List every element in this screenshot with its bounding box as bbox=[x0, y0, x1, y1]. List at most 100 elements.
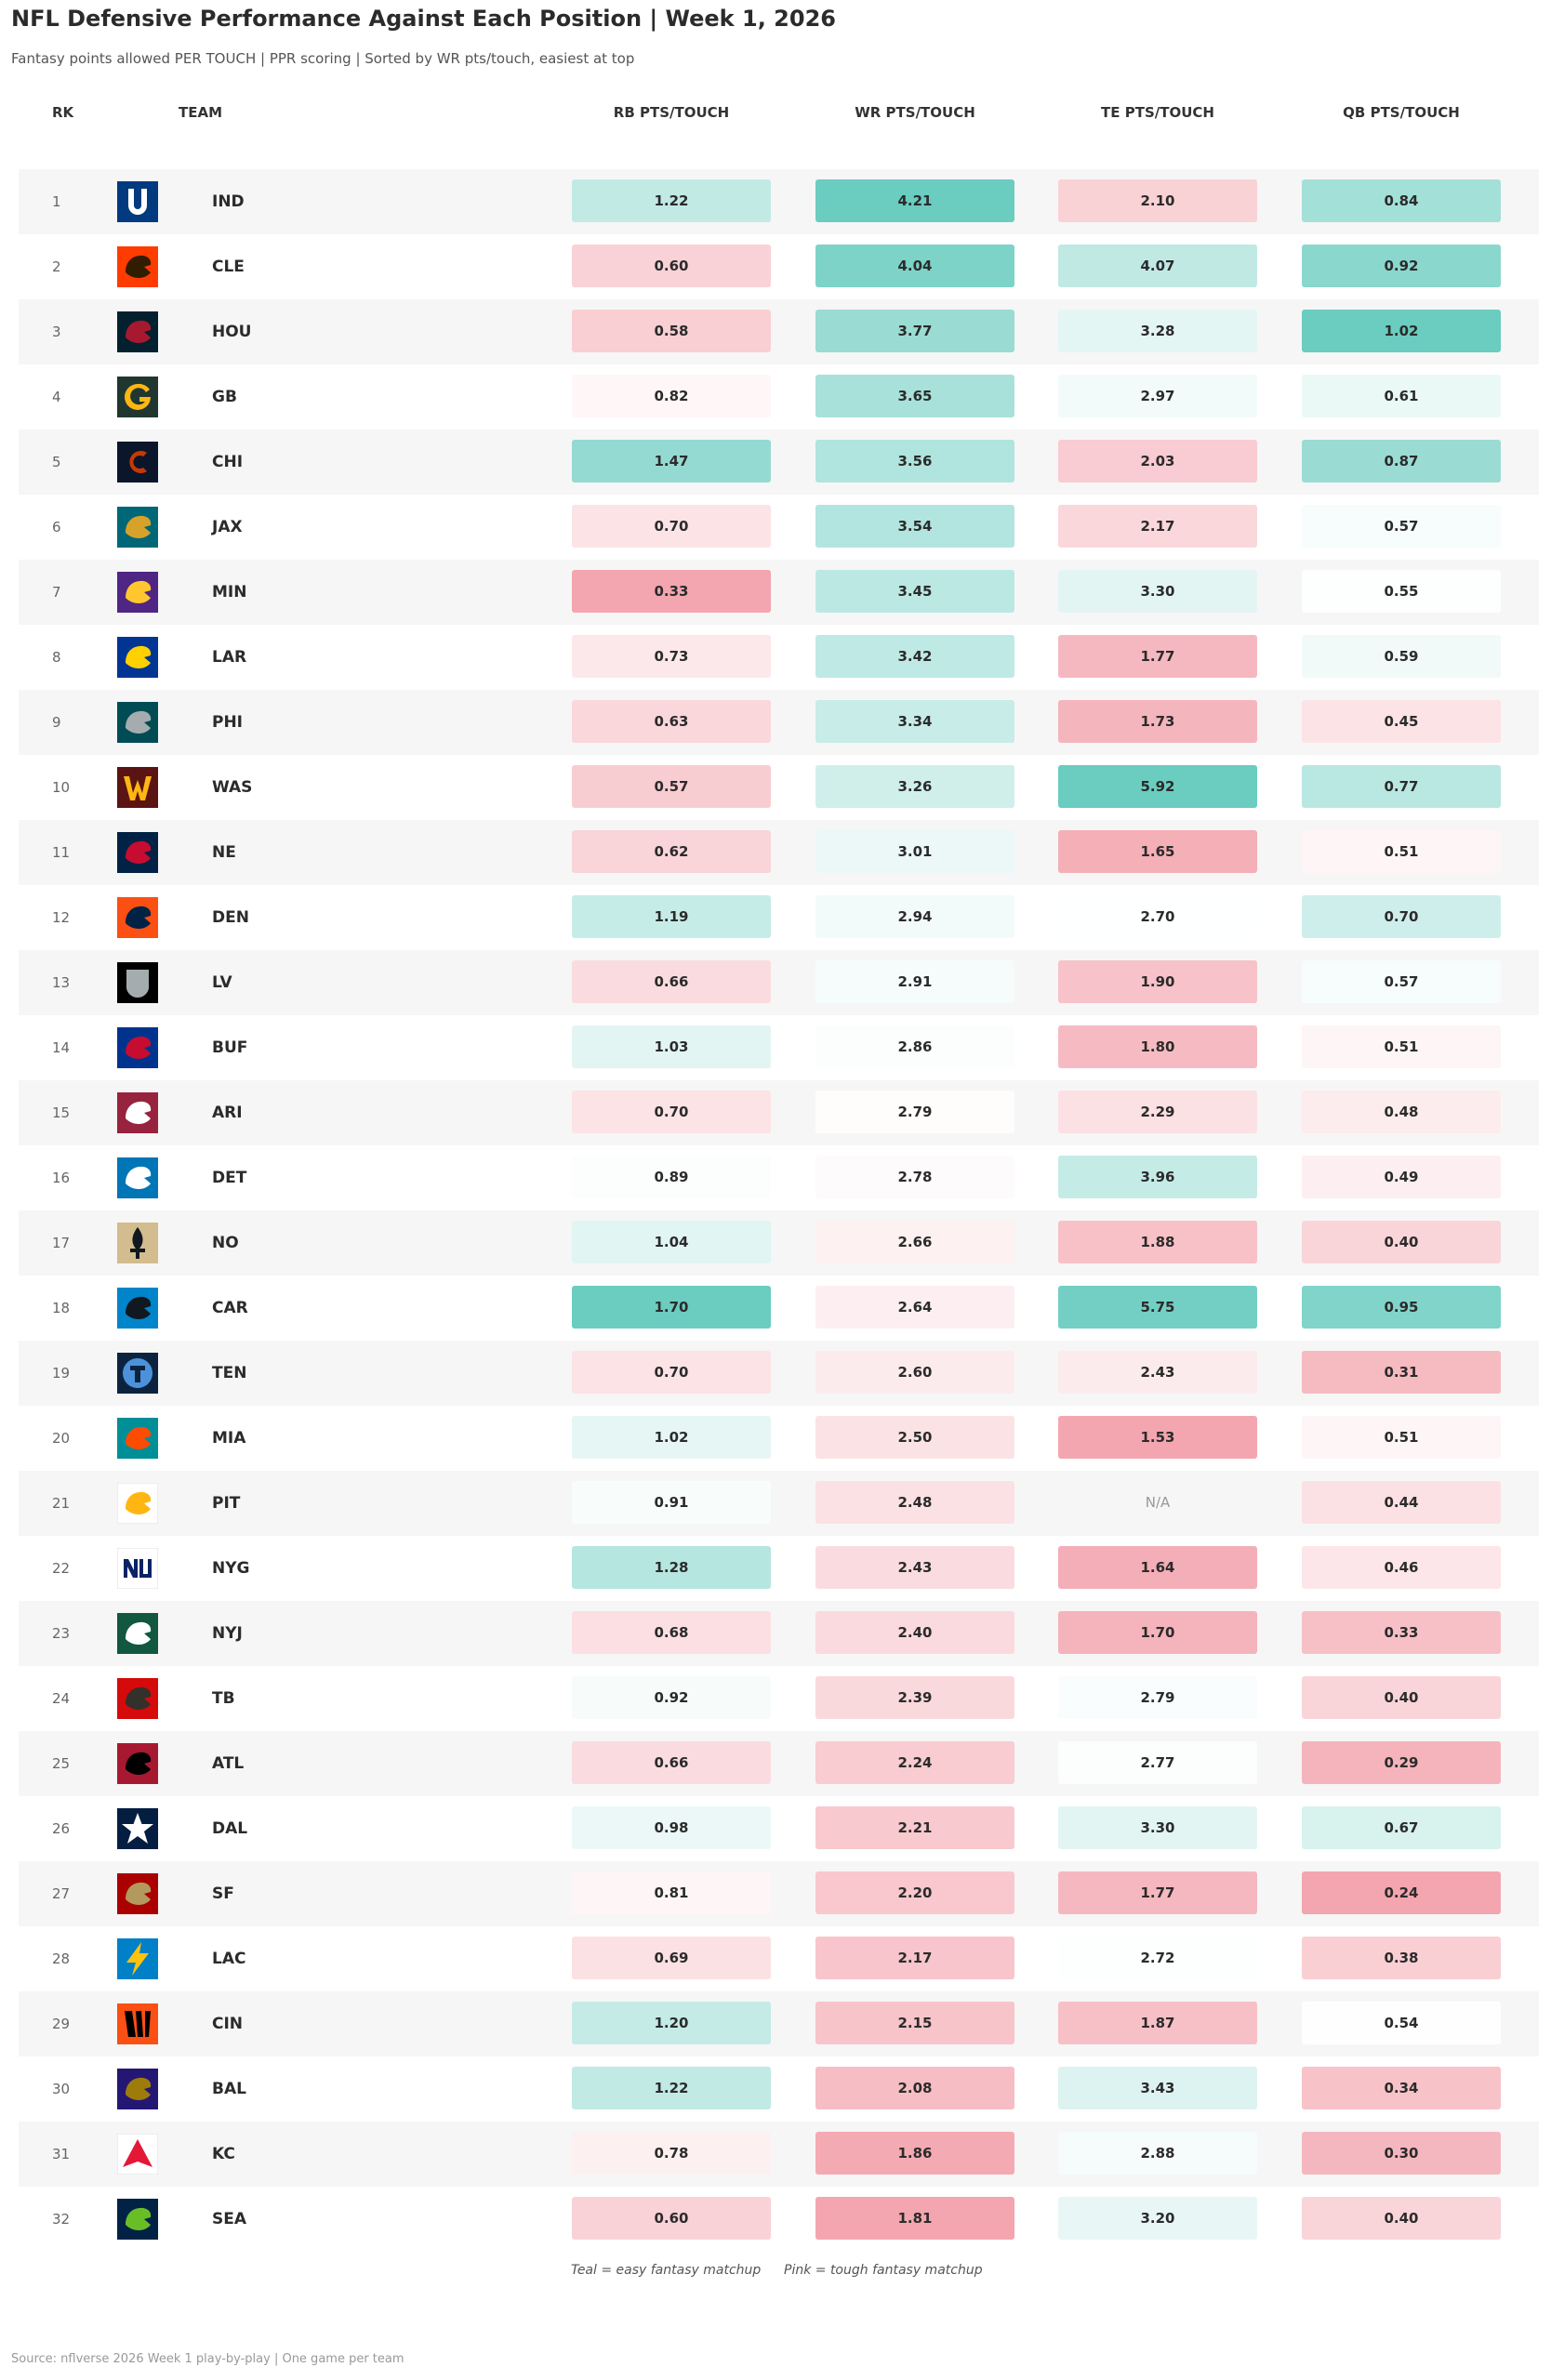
team-label: SEA bbox=[212, 2210, 247, 2228]
wr-value-cell: 3.77 bbox=[815, 310, 1014, 352]
team-logo-icon bbox=[117, 1873, 158, 1914]
team-label: NYJ bbox=[212, 1624, 243, 1643]
wr-value-cell: 3.01 bbox=[815, 830, 1014, 873]
wr-value-cell: 2.86 bbox=[815, 1025, 1014, 1068]
qb-value-cell: 0.70 bbox=[1302, 895, 1501, 938]
team-logo-icon bbox=[117, 1092, 158, 1133]
table-row: 19 TEN 0.70 2.60 2.43 0.31 bbox=[19, 1341, 1539, 1406]
team-logo-icon bbox=[117, 1418, 158, 1459]
rank-label: 14 bbox=[52, 1039, 71, 1056]
wr-value-cell: 2.50 bbox=[815, 1416, 1014, 1459]
table-row: 3 HOU 0.58 3.77 3.28 1.02 bbox=[19, 299, 1539, 364]
qb-value-cell: 0.87 bbox=[1302, 440, 1501, 483]
te-value-cell: 3.28 bbox=[1058, 310, 1257, 352]
rb-value-cell: 0.91 bbox=[572, 1481, 771, 1524]
te-value-cell: 1.64 bbox=[1058, 1546, 1257, 1589]
wr-value-cell: 2.17 bbox=[815, 1937, 1014, 1979]
table-row: 18 CAR 1.70 2.64 5.75 0.95 bbox=[19, 1276, 1539, 1341]
wr-value-cell: 2.64 bbox=[815, 1286, 1014, 1329]
table-row: 17 NO 1.04 2.66 1.88 0.40 bbox=[19, 1210, 1539, 1276]
rb-value-cell: 0.63 bbox=[572, 700, 771, 743]
chart-subtitle: Fantasy points allowed PER TOUCH | PPR s… bbox=[11, 50, 635, 67]
rb-value-cell: 1.70 bbox=[572, 1286, 771, 1329]
te-value-cell: 2.79 bbox=[1058, 1676, 1257, 1719]
team-label: MIN bbox=[212, 583, 247, 602]
te-value-cell: 2.97 bbox=[1058, 375, 1257, 417]
qb-value-cell: 0.31 bbox=[1302, 1351, 1501, 1394]
rank-label: 15 bbox=[52, 1104, 71, 1121]
table-row: 15 ARI 0.70 2.79 2.29 0.48 bbox=[19, 1080, 1539, 1145]
team-label: CHI bbox=[212, 453, 244, 471]
header-qb: QB PTS/TOUCH bbox=[1343, 104, 1460, 121]
team-logo-icon bbox=[117, 1483, 158, 1524]
wr-value-cell: 2.39 bbox=[815, 1676, 1014, 1719]
table-row: 9 PHI 0.63 3.34 1.73 0.45 bbox=[19, 690, 1539, 755]
team-label: LAR bbox=[212, 648, 247, 667]
rank-label: 8 bbox=[52, 649, 61, 666]
team-label: IND bbox=[212, 192, 245, 211]
rb-value-cell: 0.66 bbox=[572, 1741, 771, 1784]
team-label: DEN bbox=[212, 908, 249, 927]
team-logo-icon bbox=[117, 507, 158, 548]
team-logo-icon bbox=[117, 2003, 158, 2044]
rank-label: 11 bbox=[52, 844, 71, 861]
team-label: ARI bbox=[212, 1104, 243, 1122]
rb-value-cell: 0.33 bbox=[572, 570, 771, 613]
qb-value-cell: 0.24 bbox=[1302, 1871, 1501, 1914]
rank-label: 19 bbox=[52, 1365, 71, 1382]
rb-value-cell: 0.68 bbox=[572, 1611, 771, 1654]
rb-value-cell: 1.22 bbox=[572, 179, 771, 222]
rb-value-cell: 0.73 bbox=[572, 635, 771, 678]
te-value-cell: 3.20 bbox=[1058, 2197, 1257, 2240]
qb-value-cell: 0.84 bbox=[1302, 179, 1501, 222]
team-logo-icon bbox=[117, 1353, 158, 1394]
te-value-cell: 1.90 bbox=[1058, 960, 1257, 1003]
wr-value-cell: 1.81 bbox=[815, 2197, 1014, 2240]
wr-value-cell: 2.24 bbox=[815, 1741, 1014, 1784]
team-logo-icon bbox=[117, 637, 158, 678]
wr-value-cell: 3.54 bbox=[815, 505, 1014, 548]
rank-label: 22 bbox=[52, 1560, 71, 1577]
team-logo-icon bbox=[117, 246, 158, 287]
table-row: 12 DEN 1.19 2.94 2.70 0.70 bbox=[19, 885, 1539, 950]
team-logo-icon bbox=[117, 702, 158, 743]
team-logo-icon bbox=[117, 832, 158, 873]
wr-value-cell: 2.48 bbox=[815, 1481, 1014, 1524]
team-label: WAS bbox=[212, 778, 253, 797]
team-label: CAR bbox=[212, 1299, 248, 1317]
rb-value-cell: 0.60 bbox=[572, 2197, 771, 2240]
wr-value-cell: 4.21 bbox=[815, 179, 1014, 222]
rb-value-cell: 1.04 bbox=[572, 1221, 771, 1263]
wr-value-cell: 2.78 bbox=[815, 1156, 1014, 1198]
team-logo-icon bbox=[117, 897, 158, 938]
wr-value-cell: 1.86 bbox=[815, 2132, 1014, 2175]
team-logo-icon bbox=[117, 311, 158, 352]
team-label: NE bbox=[212, 843, 236, 862]
qb-value-cell: 0.48 bbox=[1302, 1091, 1501, 1133]
team-logo-icon bbox=[117, 767, 158, 808]
te-value-cell: 3.96 bbox=[1058, 1156, 1257, 1198]
rank-label: 10 bbox=[52, 779, 71, 796]
table-row: 2 CLE 0.60 4.04 4.07 0.92 bbox=[19, 234, 1539, 299]
te-value-cell: 1.65 bbox=[1058, 830, 1257, 873]
table-row: 26 DAL 0.98 2.21 3.30 0.67 bbox=[19, 1796, 1539, 1861]
table-row: 29 CIN 1.20 2.15 1.87 0.54 bbox=[19, 1991, 1539, 2056]
qb-value-cell: 0.29 bbox=[1302, 1741, 1501, 1784]
qb-value-cell: 0.46 bbox=[1302, 1546, 1501, 1589]
rank-label: 16 bbox=[52, 1170, 71, 1186]
table-row: 24 TB 0.92 2.39 2.79 0.40 bbox=[19, 1666, 1539, 1731]
rb-value-cell: 0.70 bbox=[572, 505, 771, 548]
team-logo-icon bbox=[117, 1548, 158, 1589]
qb-value-cell: 0.57 bbox=[1302, 505, 1501, 548]
rb-value-cell: 1.47 bbox=[572, 440, 771, 483]
qb-value-cell: 0.51 bbox=[1302, 830, 1501, 873]
team-label: DAL bbox=[212, 1819, 248, 1838]
team-label: HOU bbox=[212, 323, 252, 341]
te-value-cell: 2.77 bbox=[1058, 1741, 1257, 1784]
te-value-cell: N/A bbox=[1145, 1494, 1171, 1511]
team-label: SF bbox=[212, 1884, 234, 1903]
team-logo-icon bbox=[117, 1223, 158, 1263]
te-value-cell: 3.30 bbox=[1058, 1806, 1257, 1849]
qb-value-cell: 0.45 bbox=[1302, 700, 1501, 743]
te-value-cell: 5.75 bbox=[1058, 1286, 1257, 1329]
